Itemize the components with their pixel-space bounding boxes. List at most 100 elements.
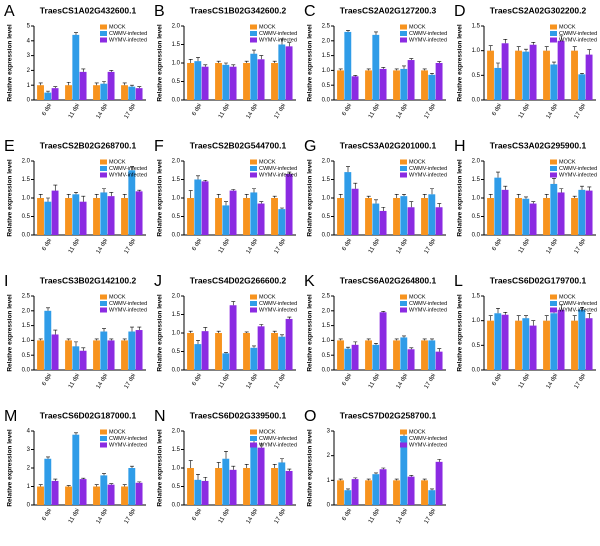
error-bar xyxy=(252,345,256,348)
y-axis-label: Relative expression level xyxy=(457,294,464,372)
error-bar xyxy=(580,307,584,310)
x-tick-label: 11 dpi xyxy=(368,508,381,525)
error-bar xyxy=(580,73,584,75)
legend-label: WYMV-infected xyxy=(259,442,297,448)
bar xyxy=(215,63,222,100)
bar xyxy=(365,480,372,505)
error-bar xyxy=(244,194,249,198)
y-axis-label: Relative expression level xyxy=(457,24,464,102)
y-axis-label: Relative expression level xyxy=(307,429,314,507)
error-bar xyxy=(259,201,264,204)
legend-label: WYMV-infected xyxy=(109,37,147,43)
bar xyxy=(337,70,344,100)
bar xyxy=(201,480,209,505)
error-bar xyxy=(496,308,500,314)
y-tick-label: 0.5 xyxy=(22,353,31,359)
bar xyxy=(93,486,100,505)
y-tick-label: 1.5 xyxy=(472,177,481,183)
error-bar xyxy=(130,84,134,87)
error-bar xyxy=(437,348,442,352)
panel-letter: K xyxy=(304,273,315,290)
bar xyxy=(487,50,494,100)
bar xyxy=(285,318,293,370)
y-tick-label: 0.5 xyxy=(22,214,31,220)
error-bar xyxy=(46,307,50,311)
legend-swatch xyxy=(400,442,407,448)
y-tick-label: 1.5 xyxy=(172,42,181,48)
error-bar xyxy=(503,39,508,44)
bar xyxy=(550,313,558,370)
error-bar xyxy=(353,182,358,189)
error-bar xyxy=(402,194,406,197)
x-tick-label: 11 dpi xyxy=(68,103,81,120)
bar xyxy=(435,461,443,505)
bar xyxy=(222,64,230,100)
y-axis-label: Relative expression level xyxy=(457,159,464,237)
bar xyxy=(543,50,550,100)
legend-swatch xyxy=(550,37,557,43)
x-tick-label: 14 dpi xyxy=(246,103,259,120)
bar xyxy=(271,198,278,235)
y-tick-label: 1 xyxy=(27,83,31,89)
y-tick-label: 0.5 xyxy=(172,349,181,355)
bar xyxy=(128,86,136,100)
error-bar xyxy=(287,42,292,47)
error-bar xyxy=(38,194,43,198)
error-bar xyxy=(394,194,399,198)
bar xyxy=(93,85,100,100)
x-tick-label: 14 dpi xyxy=(546,238,559,255)
x-tick-label: 6 dpi xyxy=(191,238,203,252)
legend-swatch xyxy=(400,307,407,313)
x-tick-label: 17 dpi xyxy=(124,508,137,525)
legend-label: CWMV-infected xyxy=(259,436,297,442)
x-tick-label: 14 dpi xyxy=(396,238,409,255)
error-bar xyxy=(353,75,358,77)
y-tick-label: 1.0 xyxy=(472,48,481,54)
error-bar xyxy=(81,477,86,480)
panel-letter: O xyxy=(304,408,316,425)
y-tick-label: 0 xyxy=(27,98,31,104)
y-tick-label: 2.0 xyxy=(322,159,331,165)
legend-swatch xyxy=(400,172,407,178)
legend-swatch xyxy=(550,172,557,178)
error-bar xyxy=(130,166,134,171)
error-bar xyxy=(402,335,406,338)
y-tick-label: 4 xyxy=(27,38,31,44)
x-tick-label: 17 dpi xyxy=(274,103,287,120)
x-tick-label: 14 dpi xyxy=(96,103,109,120)
bar xyxy=(201,66,209,100)
y-tick-label: 1.0 xyxy=(22,338,31,344)
error-bar xyxy=(338,338,343,341)
legend-swatch xyxy=(100,24,107,30)
x-tick-label: 17 dpi xyxy=(124,238,137,255)
bar xyxy=(135,330,143,370)
error-bar xyxy=(224,201,228,206)
bar xyxy=(285,46,293,100)
bar xyxy=(37,340,44,370)
x-tick-label: 6 dpi xyxy=(341,373,353,387)
x-tick-label: 6 dpi xyxy=(41,508,53,522)
legend-swatch xyxy=(250,166,257,171)
panel-title: TraesCS2A02G302200.2 xyxy=(490,5,587,15)
x-tick-label: 6 dpi xyxy=(191,103,203,117)
bar xyxy=(194,479,202,505)
bar xyxy=(100,192,108,235)
panel-title: TraesCS6D02G179700.1 xyxy=(490,275,587,285)
bar xyxy=(201,331,209,370)
y-tick-label: 1.5 xyxy=(22,177,31,183)
bar xyxy=(44,310,52,370)
legend-label: WYMV-infected xyxy=(409,307,447,313)
legend-label: WYMV-infected xyxy=(259,37,297,43)
error-bar xyxy=(572,315,577,321)
bar xyxy=(194,344,202,370)
bar xyxy=(72,434,80,505)
bar xyxy=(344,172,352,235)
error-bar xyxy=(109,338,114,341)
bar xyxy=(550,183,558,235)
bar xyxy=(37,85,44,100)
bar xyxy=(222,458,230,505)
panel-title: TraesCS6D02G187000.1 xyxy=(40,410,137,420)
error-bar xyxy=(496,171,500,178)
error-bar xyxy=(224,451,228,459)
bar xyxy=(37,486,44,505)
